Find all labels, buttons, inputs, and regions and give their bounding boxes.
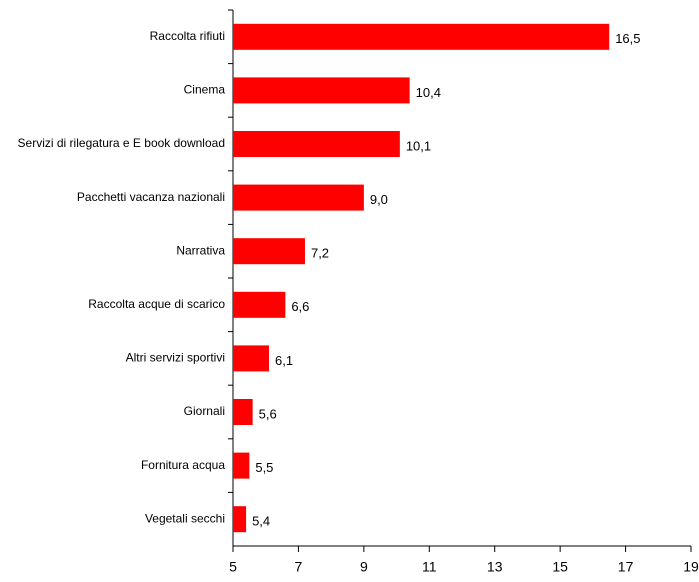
y-tick-label: Giornali (184, 404, 225, 418)
bar (233, 506, 247, 533)
value-label: 9,0 (370, 192, 388, 207)
value-label: 5,4 (252, 514, 270, 529)
bar (233, 184, 364, 211)
x-tick-label: 11 (422, 559, 437, 575)
value-label: 16,5 (615, 31, 640, 46)
value-label: 6,6 (291, 299, 309, 314)
y-tick-label: Pacchetti vacanza nazionali (77, 190, 225, 204)
y-tick-label: Cinema (184, 83, 226, 97)
bar (233, 399, 253, 425)
y-tick-label: Altri servizi sportivi (126, 351, 225, 365)
y-tick-label: Raccolta acque di scarico (88, 297, 225, 311)
y-tick-label: Vegetali secchi (145, 511, 225, 525)
bar (233, 291, 286, 318)
bar (233, 131, 400, 157)
bar (233, 23, 610, 50)
x-tick-label: 13 (487, 559, 503, 575)
bar (233, 77, 410, 104)
y-tick-label: Narrativa (176, 243, 225, 257)
bar (233, 452, 250, 479)
x-tick-label: 15 (552, 559, 568, 575)
y-tick-label: Raccolta rifiuti (150, 29, 225, 43)
x-tick-label: 17 (618, 559, 634, 575)
value-label: 10,1 (406, 138, 431, 153)
value-label: 10,4 (416, 85, 441, 100)
x-tick-label: 9 (360, 559, 368, 575)
y-tick-label: Fornitura acqua (141, 458, 225, 472)
bar (233, 238, 305, 265)
y-tick-label: Servizi di rilegatura e E book download (18, 136, 225, 150)
x-tick-label: 7 (295, 559, 303, 575)
value-label: 6,1 (275, 353, 293, 368)
x-tick-label: 5 (229, 559, 237, 575)
value-label: 7,2 (311, 246, 329, 261)
value-label: 5,6 (259, 406, 277, 421)
bar (233, 345, 269, 372)
x-tick-label: 19 (683, 559, 699, 575)
value-label: 5,5 (255, 460, 273, 475)
